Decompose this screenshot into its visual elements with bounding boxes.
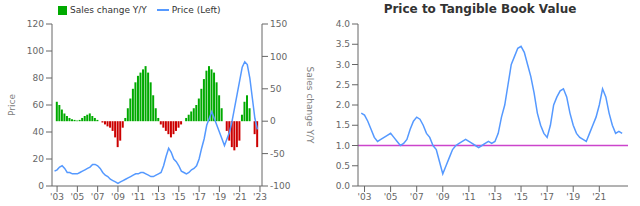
svg-text:'19: '19 <box>566 192 580 202</box>
svg-text:1.5: 1.5 <box>336 120 350 130</box>
svg-text:150: 150 <box>270 19 287 29</box>
svg-text:'21: '21 <box>592 192 606 202</box>
html-text:Sales change Y/Y: Sales change Y/Y <box>70 5 147 15</box>
svg-text:'21: '21 <box>233 192 247 202</box>
svg-text:0.0: 0.0 <box>336 181 351 191</box>
svg-text:'03: '03 <box>50 192 64 202</box>
svg-text:'11: '11 <box>131 192 145 202</box>
svg-text:2.0: 2.0 <box>336 100 351 110</box>
svg-text:50: 50 <box>270 84 282 94</box>
svg-text:-50: -50 <box>270 149 285 159</box>
svg-text:100: 100 <box>270 52 287 62</box>
svg-text:60: 60 <box>33 100 45 110</box>
svg-text:0: 0 <box>38 181 44 191</box>
svg-text:80: 80 <box>33 73 45 83</box>
svg-text:'07: '07 <box>91 192 105 202</box>
svg-text:'11: '11 <box>462 192 476 202</box>
svg-text:Sales change Y/Y: Sales change Y/Y <box>305 67 315 144</box>
svg-text:2.5: 2.5 <box>336 80 350 90</box>
svg-text:0.5: 0.5 <box>336 161 350 171</box>
svg-text:'13: '13 <box>488 192 502 202</box>
svg-text:'23: '23 <box>253 192 267 202</box>
svg-text:'07: '07 <box>410 192 424 202</box>
html-text:Price to Tangible Book Value: Price to Tangible Book Value <box>383 2 577 16</box>
svg-text:1.0: 1.0 <box>336 141 351 151</box>
svg-text:'19: '19 <box>212 192 226 202</box>
svg-text:'03: '03 <box>358 192 372 202</box>
svg-text:'17: '17 <box>540 192 554 202</box>
svg-text:100: 100 <box>27 46 44 56</box>
svg-text:'09: '09 <box>436 192 450 202</box>
svg-text:40: 40 <box>33 127 45 137</box>
svg-text:120: 120 <box>27 19 44 29</box>
svg-text:'15: '15 <box>172 192 186 202</box>
svg-text:'17: '17 <box>192 192 206 202</box>
svg-text:3.5: 3.5 <box>336 39 350 49</box>
svg-text:-100: -100 <box>270 181 291 191</box>
html-text:Price (Left): Price (Left) <box>171 5 221 15</box>
svg-text:4.0: 4.0 <box>336 19 351 29</box>
svg-text:'05: '05 <box>70 192 84 202</box>
svg-text:3.0: 3.0 <box>336 60 351 70</box>
svg-text:'09: '09 <box>111 192 125 202</box>
svg-text:20: 20 <box>33 154 45 164</box>
svg-text:'05: '05 <box>384 192 398 202</box>
svg-text:'13: '13 <box>152 192 166 202</box>
svg-text:Price: Price <box>8 94 17 116</box>
svg-text:'15: '15 <box>514 192 528 202</box>
svg-text:0: 0 <box>270 116 276 126</box>
